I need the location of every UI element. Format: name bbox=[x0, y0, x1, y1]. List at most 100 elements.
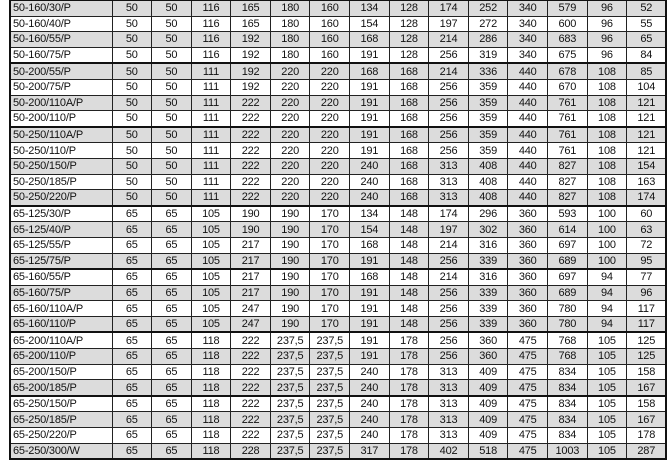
value-cell: 190 bbox=[269, 284, 311, 302]
value-cell: 440 bbox=[507, 78, 549, 96]
value-cell: 237,5 bbox=[269, 442, 311, 460]
value-cell: 190 bbox=[269, 300, 311, 317]
value-cell: 65 bbox=[151, 284, 192, 302]
value-cell: 237,5 bbox=[269, 348, 311, 365]
value-cell: 217 bbox=[230, 236, 271, 254]
value-cell: 65 bbox=[151, 268, 192, 286]
value-cell: 121 bbox=[626, 110, 667, 128]
value-cell: 689 bbox=[547, 284, 588, 302]
value-cell: 256 bbox=[428, 78, 469, 96]
value-cell: 220 bbox=[269, 126, 311, 144]
value-cell: 475 bbox=[507, 331, 549, 350]
value-cell: 670 bbox=[547, 78, 588, 96]
model-cell: 65-125/40/P bbox=[9, 221, 113, 238]
value-cell: 65 bbox=[111, 395, 153, 413]
value-cell: 192 bbox=[230, 78, 271, 96]
value-cell: 180 bbox=[269, 46, 311, 65]
value-cell: 316 bbox=[467, 236, 509, 254]
value-cell: 220 bbox=[309, 189, 351, 207]
value-cell: 178 bbox=[388, 379, 430, 397]
value-cell: 160 bbox=[309, 0, 351, 17]
value-cell: 65 bbox=[151, 427, 192, 444]
value-cell: 475 bbox=[507, 379, 549, 397]
value-cell: 108 bbox=[586, 173, 628, 191]
value-cell: 339 bbox=[467, 300, 509, 317]
value-cell: 118 bbox=[190, 395, 232, 413]
value-cell: 214 bbox=[428, 236, 469, 254]
model-cell: 50-200/75/P bbox=[9, 78, 113, 96]
value-cell: 65 bbox=[111, 268, 153, 286]
value-cell: 50 bbox=[111, 0, 153, 17]
value-cell: 65 bbox=[111, 427, 153, 444]
table-row: 65-200/110/P 65 65 118 222 237,5 237,5 191 178 25… bbox=[9, 348, 667, 365]
value-cell: 220 bbox=[309, 94, 351, 112]
value-cell: 148 bbox=[388, 315, 430, 334]
value-cell: 780 bbox=[547, 315, 588, 334]
model-cell: 65-250/185/P bbox=[9, 411, 113, 429]
value-cell: 160 bbox=[309, 46, 351, 65]
value-cell: 168 bbox=[388, 189, 430, 207]
value-cell: 336 bbox=[467, 62, 509, 80]
value-cell: 475 bbox=[507, 427, 549, 444]
value-cell: 50 bbox=[111, 94, 153, 112]
value-cell: 827 bbox=[547, 189, 588, 207]
value-cell: 408 bbox=[467, 157, 509, 175]
value-cell: 228 bbox=[230, 442, 271, 460]
value-cell: 118 bbox=[190, 379, 232, 397]
value-cell: 65 bbox=[151, 411, 192, 429]
value-cell: 440 bbox=[507, 157, 549, 175]
value-cell: 191 bbox=[349, 78, 390, 96]
value-cell: 600 bbox=[547, 15, 588, 33]
model-cell: 50-250/185/P bbox=[9, 173, 113, 191]
value-cell: 256 bbox=[428, 331, 469, 350]
value-cell: 237,5 bbox=[309, 411, 351, 429]
value-cell: 834 bbox=[547, 395, 588, 413]
value-cell: 105 bbox=[586, 395, 628, 413]
value-cell: 50 bbox=[111, 110, 153, 128]
value-cell: 191 bbox=[349, 348, 390, 365]
value-cell: 118 bbox=[190, 411, 232, 429]
value-cell: 256 bbox=[428, 46, 469, 65]
value-cell: 761 bbox=[547, 94, 588, 112]
value-cell: 217 bbox=[230, 284, 271, 302]
value-cell: 222 bbox=[230, 126, 271, 144]
value-cell: 180 bbox=[269, 0, 311, 17]
value-cell: 440 bbox=[507, 62, 549, 80]
value-cell: 220 bbox=[309, 62, 351, 80]
value-cell: 220 bbox=[309, 157, 351, 175]
model-cell: 50-200/110A/P bbox=[9, 94, 113, 112]
value-cell: 105 bbox=[190, 315, 232, 334]
value-cell: 178 bbox=[388, 348, 430, 365]
value-cell: 440 bbox=[507, 94, 549, 112]
value-cell: 105 bbox=[190, 205, 232, 223]
value-cell: 237,5 bbox=[309, 395, 351, 413]
value-cell: 340 bbox=[507, 31, 549, 48]
value-cell: 768 bbox=[547, 348, 588, 365]
model-cell: 65-200/110A/P bbox=[9, 331, 113, 350]
value-cell: 105 bbox=[190, 300, 232, 317]
value-cell: 220 bbox=[309, 110, 351, 128]
value-cell: 409 bbox=[467, 427, 509, 444]
value-cell: 167 bbox=[626, 379, 667, 397]
value-cell: 360 bbox=[507, 284, 549, 302]
value-cell: 220 bbox=[309, 142, 351, 159]
value-cell: 237,5 bbox=[309, 427, 351, 444]
table-row: 65-160/55/P 65 65 105 217 190 170 168 148 214 316 3… bbox=[9, 268, 667, 286]
value-cell: 360 bbox=[507, 221, 549, 238]
value-cell: 105 bbox=[586, 363, 628, 381]
value-cell: 440 bbox=[507, 173, 549, 191]
value-cell: 154 bbox=[349, 15, 390, 33]
value-cell: 105 bbox=[586, 331, 628, 350]
model-cell: 50-250/220/P bbox=[9, 189, 113, 207]
table-row: 50-160/55/P 50 50 116 192 180 160 168 128 214 286 3… bbox=[9, 31, 667, 48]
value-cell: 65 bbox=[151, 205, 192, 223]
value-cell: 240 bbox=[349, 427, 390, 444]
value-cell: 614 bbox=[547, 221, 588, 238]
value-cell: 240 bbox=[349, 189, 390, 207]
value-cell: 65 bbox=[626, 31, 667, 48]
value-cell: 237,5 bbox=[309, 363, 351, 381]
value-cell: 359 bbox=[467, 110, 509, 128]
value-cell: 220 bbox=[269, 78, 311, 96]
value-cell: 125 bbox=[626, 348, 667, 365]
value-cell: 240 bbox=[349, 157, 390, 175]
